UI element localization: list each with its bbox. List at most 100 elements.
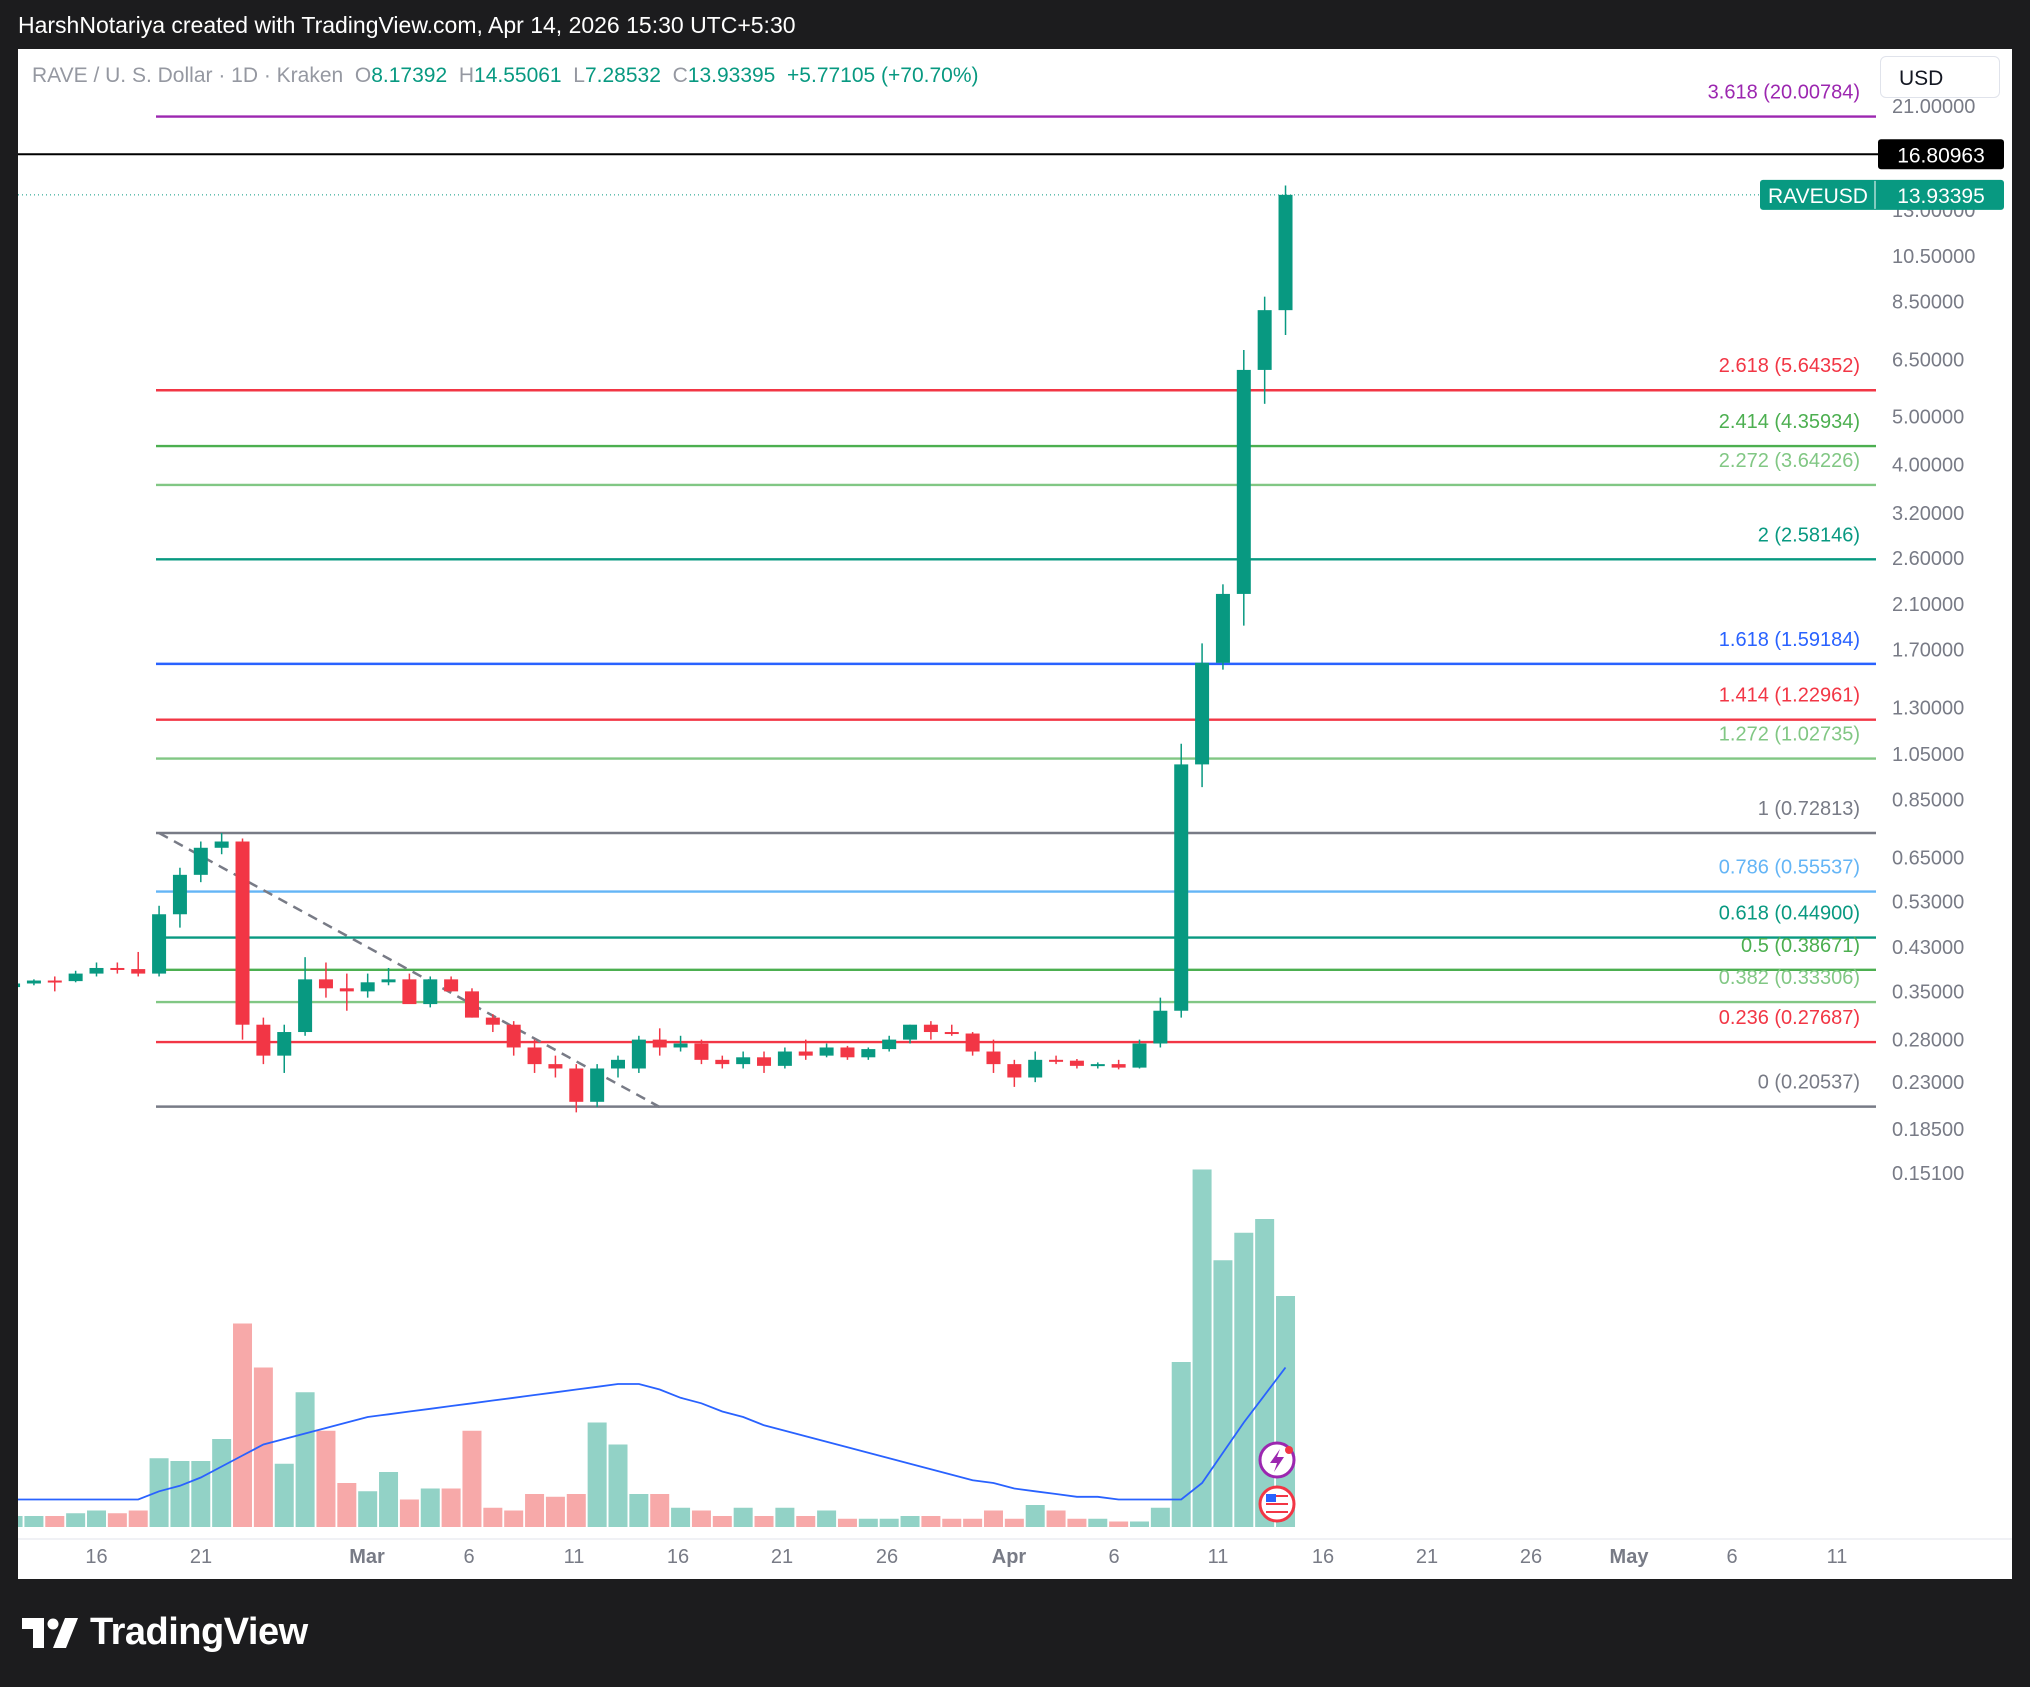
candle-body [444,979,459,992]
candle-body [26,980,41,984]
volume-bar [983,1510,1003,1527]
candle-body [861,1049,876,1058]
candle-body [1215,593,1230,663]
y-axis-tick-label: 0.65000 [1892,848,1964,870]
candle-body [110,967,125,970]
volume-bar [608,1444,628,1527]
candle-body [986,1051,1001,1065]
volume-bar [45,1516,65,1527]
y-axis-tick-label: 0.43000 [1892,937,1964,959]
volume-bar [504,1510,524,1527]
volume-bar [1150,1507,1170,1527]
y-axis-tick-label: 6.50000 [1892,350,1964,372]
fib-level-label: 2.272 (3.64226) [1719,450,1860,472]
y-axis-tick-label: 0.28000 [1892,1030,1964,1052]
candle-body [68,973,83,982]
fib-level-label: 1.618 (1.59184) [1719,629,1860,651]
volume-bar [441,1488,461,1527]
tradingview-wordmark: TradingView [90,1611,308,1653]
candle-body [172,874,187,915]
volume-bar [963,1518,983,1527]
flag-canton-icon [1266,1494,1276,1502]
volume-bar [316,1430,336,1527]
candle-body [1028,1059,1043,1078]
volume-bar [858,1518,878,1527]
x-axis-tick-label: 16 [85,1546,107,1568]
high-price-tag-label: 16.80963 [1897,144,1985,167]
volume-bar [1046,1510,1066,1527]
x-axis-tick-label: Mar [349,1546,385,1568]
candle-body [256,1024,271,1056]
volume-bar [1171,1362,1191,1527]
volume-bar [379,1472,399,1527]
flag-stripe-icon [1266,1499,1288,1501]
chart-canvas[interactable]: 3.618 (20.00784) 2.618 (5.64352) 2.414 (4.… [18,49,2012,1579]
volume-bar [796,1516,816,1527]
x-axis-tick-label: 6 [1726,1546,1737,1568]
volume-bar [1255,1219,1275,1527]
plot-background [18,49,2012,1579]
y-axis-tick-label: 8.50000 [1892,292,1964,314]
volume-bar [66,1513,86,1527]
candle-body [965,1033,980,1052]
volume-bar [879,1518,899,1527]
candle-body [923,1024,938,1033]
candle-body [1195,662,1210,765]
volume-bar [1088,1518,1108,1527]
candle-body [652,1039,667,1048]
open-value: 8.17392 [371,64,448,87]
candle-body [423,979,438,1005]
y-axis-tick-label: 0.18500 [1892,1119,1964,1141]
volume-bar [817,1510,837,1527]
y-axis-tick-label: 3.20000 [1892,503,1964,525]
volume-bar [18,1516,23,1527]
y-axis-tick-label: 0.85000 [1892,790,1964,812]
volume-bar [691,1510,711,1527]
volume-bar [942,1518,962,1527]
volume-bar [671,1507,691,1527]
y-axis-tick-label: 0.35000 [1892,981,1964,1003]
volume-bar [233,1323,253,1527]
volume-bar [900,1516,920,1527]
candle-body [339,988,354,992]
volume-bar [462,1430,482,1527]
volume-bar [525,1494,545,1527]
volume-bar [337,1483,357,1527]
y-axis-tick-label: 1.05000 [1892,744,1964,766]
candle-body [548,1064,563,1069]
candle-body [131,969,146,974]
volume-bar [107,1513,127,1527]
close-label: C [672,64,688,87]
tradingview-logo-icon [22,1617,78,1648]
volume-bar [358,1491,378,1527]
y-axis-tick-label: 0.23000 [1892,1072,1964,1094]
open-label: O [354,64,372,87]
volume-bar [1067,1518,1087,1527]
fib-level-label: 2.618 (5.64352) [1719,355,1860,377]
fib-level-label: 0 (0.20537) [1758,1072,1860,1094]
tradingview-brand[interactable]: TradingView [22,1611,308,1654]
candle-body [1111,1064,1126,1068]
y-axis-tick-label: 5.00000 [1892,406,1964,428]
candle-body [1090,1064,1105,1067]
candle-body [736,1057,751,1065]
candle-body [1153,1010,1168,1044]
y-axis-tick-label: 1.30000 [1892,698,1964,720]
volume-bar [921,1516,941,1527]
volume-bar [1004,1518,1024,1527]
currency-button[interactable]: USD [1880,56,2000,98]
symbol-title[interactable]: RAVE / U. S. Dollar · 1D · Kraken [32,64,344,87]
volume-bar [1213,1260,1233,1527]
volume-bar [1025,1505,1045,1527]
volume-bar [274,1463,294,1527]
volume-bar [754,1516,774,1527]
volume-bar [87,1510,106,1527]
volume-bar [650,1494,670,1527]
candle-body [903,1024,918,1040]
candle-body [611,1059,625,1069]
candle-body [193,847,208,875]
lightning-bolt-icon [1270,1449,1284,1472]
candle-body [1257,310,1272,370]
volume-bar [1192,1169,1212,1527]
candle-body [631,1039,646,1069]
